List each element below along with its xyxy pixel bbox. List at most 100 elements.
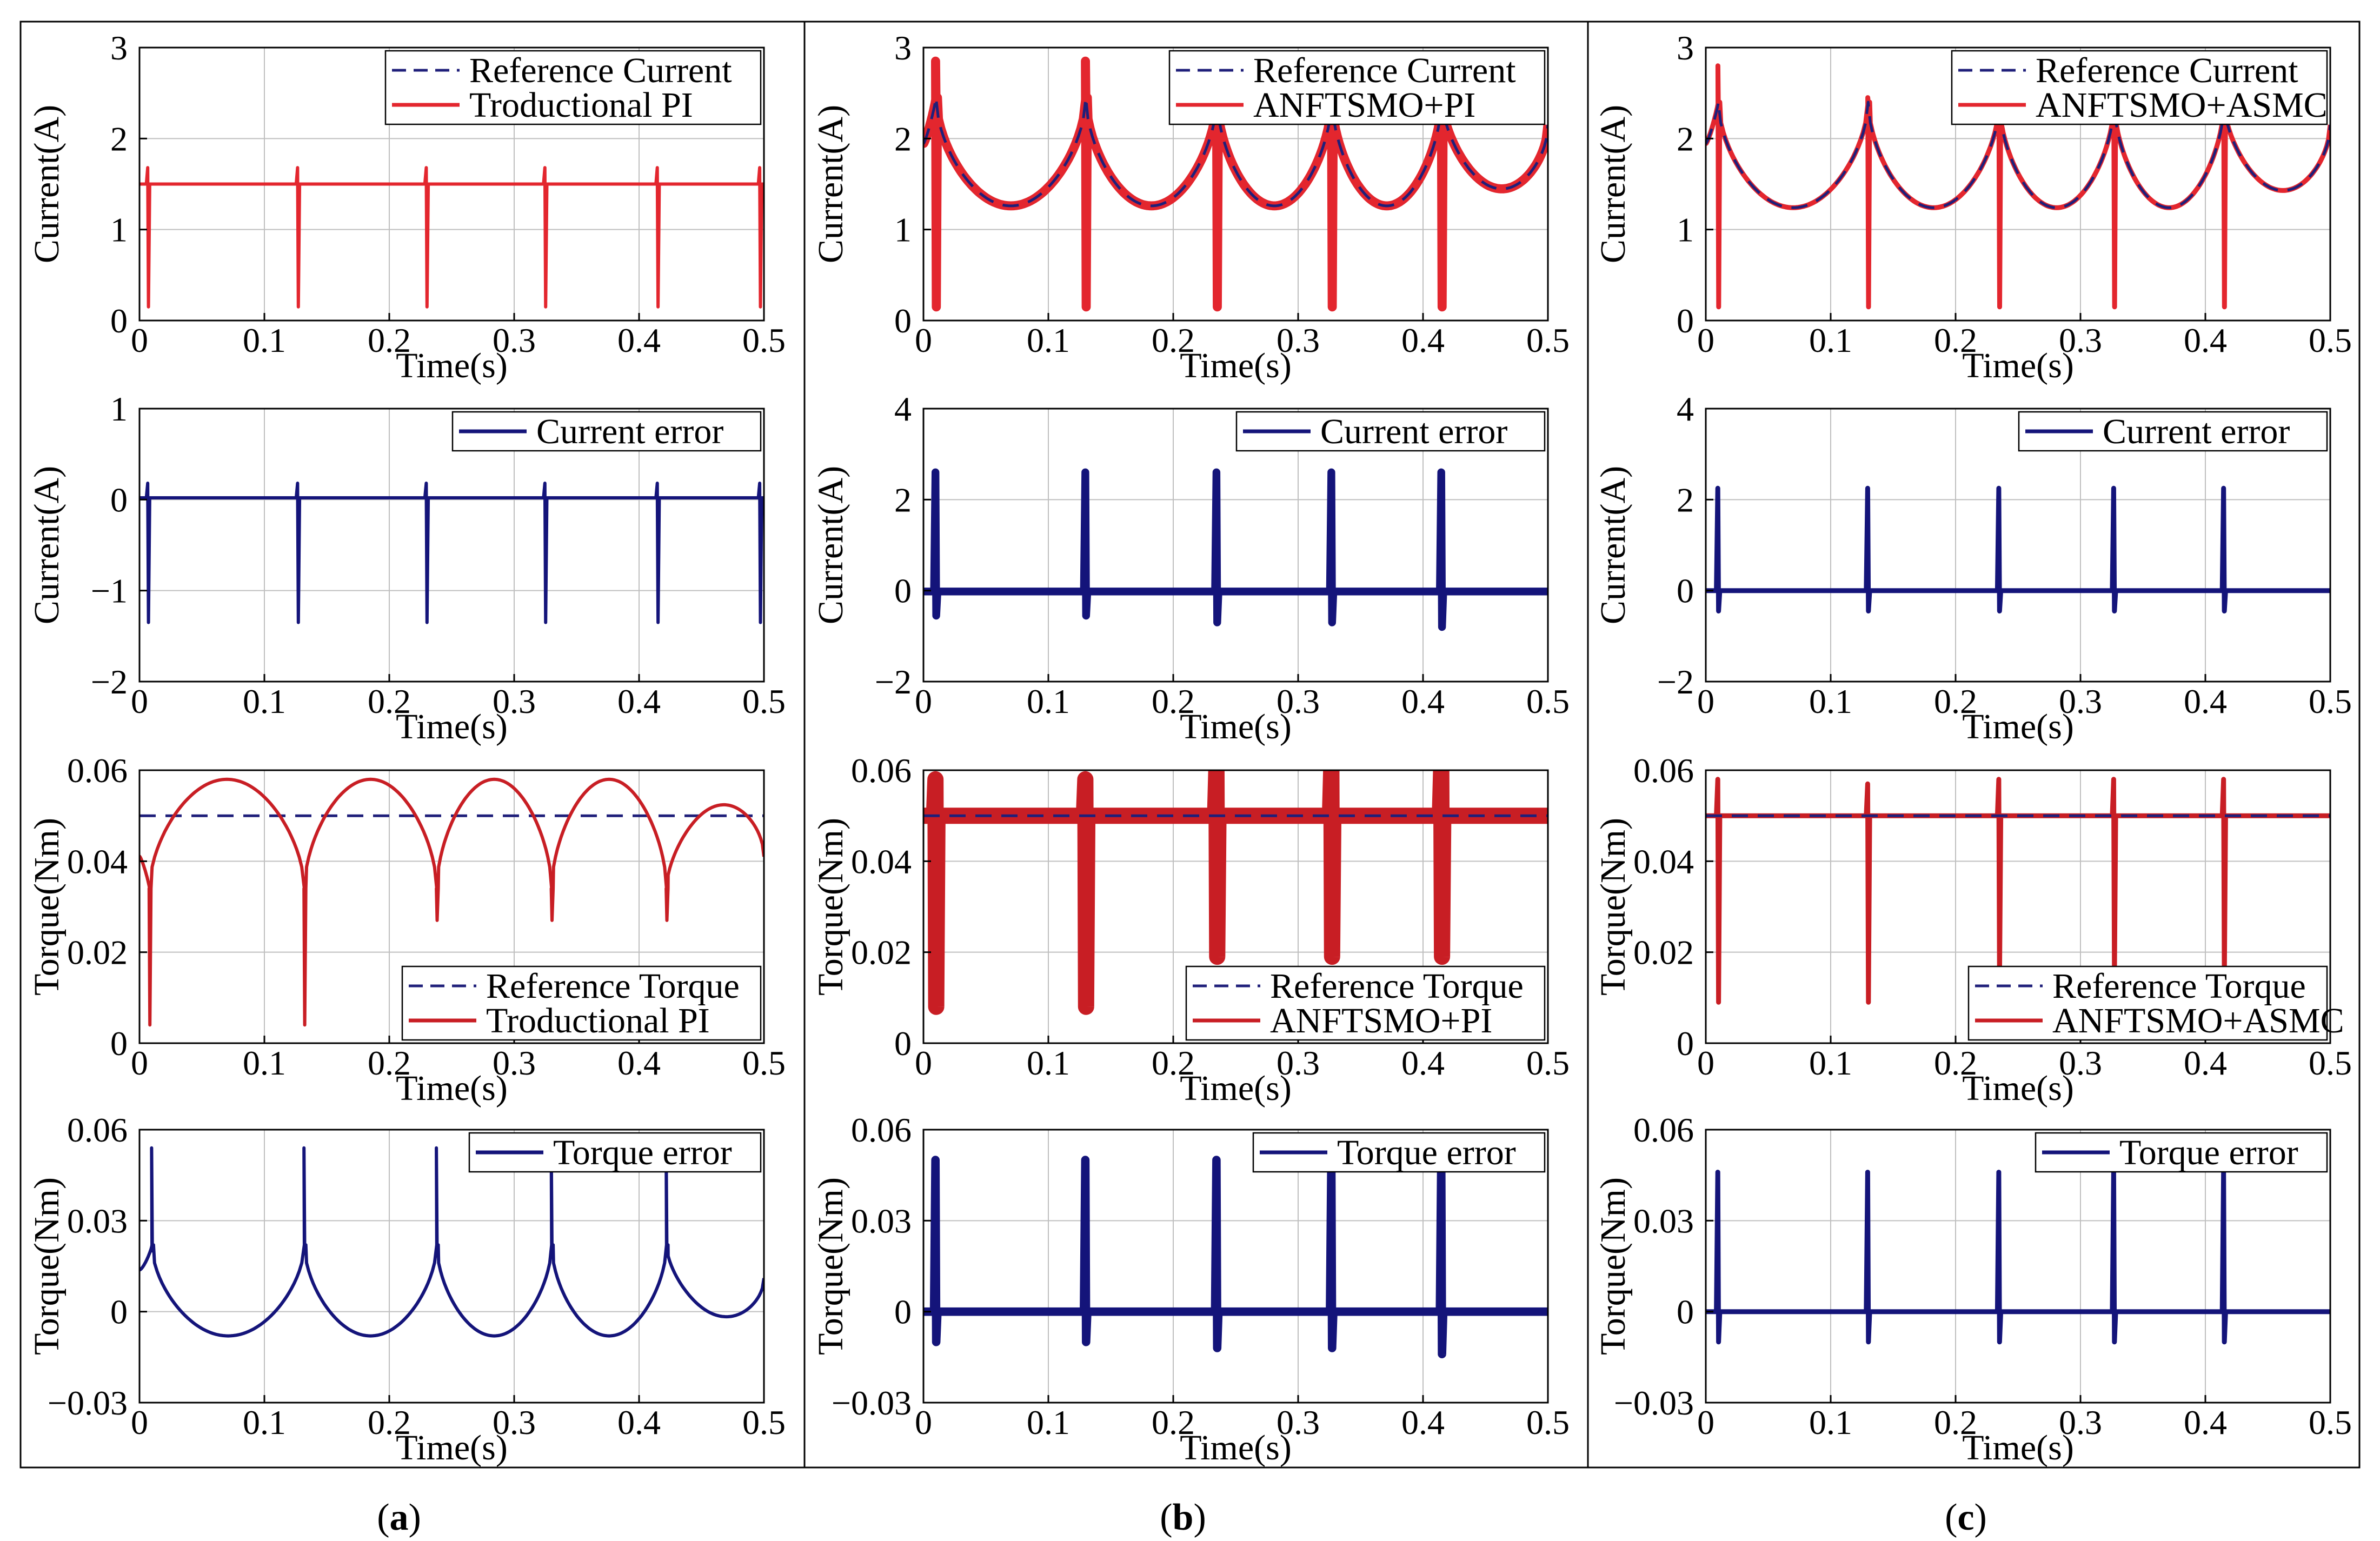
legend-box	[451, 411, 762, 452]
x-axis-label: Time(s)	[1962, 1428, 2074, 1467]
series-group	[1706, 777, 2330, 1005]
x-tick-label: 0.3	[1277, 321, 1320, 359]
subplot-b3: 0 0.1 0.2 0.3 0.4 0.5 0 0.02 0.04 0.06 Time(s) Torq…	[811, 751, 1570, 1108]
y-axis-label: Current(A)	[811, 105, 850, 263]
series-line	[923, 770, 1548, 1015]
y-tick-label: 0	[894, 302, 912, 340]
x-tick-label: 0.3	[1277, 682, 1320, 721]
y-tick-label: 3	[894, 29, 912, 67]
subplots: 0 0.1 0.2 0.3 0.4 0.5 0 1 2 3 Time(s) Current(A) Ref…	[27, 29, 2352, 1467]
x-tick-label: 0.5	[1526, 1044, 1570, 1082]
x-tick-label: 0.1	[1027, 321, 1070, 359]
y-tick-label: −0.03	[48, 1384, 128, 1422]
legend-label: Reference Current	[469, 51, 732, 90]
x-tick-label: 0.2	[368, 1403, 411, 1442]
caption-paren: (	[1160, 1497, 1172, 1538]
subplot-c3: 0 0.1 0.2 0.3 0.4 0.5 0 0.02 0.04 0.06 Time(s) Torq…	[1593, 751, 2352, 1108]
y-tick-label: 1	[110, 211, 128, 249]
x-tick-label: 0.3	[493, 1044, 536, 1082]
axes-box	[922, 46, 1549, 322]
legend-label: Reference Torque	[1270, 966, 1524, 1006]
axes-box	[138, 769, 765, 1044]
x-tick-label: 0.4	[1401, 1044, 1445, 1082]
axes-box	[1705, 46, 2331, 322]
legend-label: Reference Torque	[486, 966, 740, 1006]
panel-frames	[19, 21, 2361, 1469]
y-axis-label: Torque(Nm)	[811, 818, 850, 996]
x-tick-label: 0.1	[243, 321, 286, 359]
y-tick-label: 0	[1677, 1293, 1694, 1331]
legend-box	[384, 50, 762, 125]
x-tick-label: 0.2	[1152, 321, 1195, 359]
x-tick-label: 0.4	[617, 682, 661, 721]
x-axis-label: Time(s)	[1180, 707, 1292, 746]
legend-label: Current error	[1320, 412, 1507, 451]
caption-paren: (	[1945, 1497, 1957, 1538]
series-group	[139, 1146, 764, 1338]
legend-box	[1185, 965, 1546, 1041]
tick-labels: 0 0.1 0.2 0.3 0.4 0.5 0 0.02 0.04 0.06	[67, 751, 786, 1082]
legend-label: ANFTSMO+ASMC	[2052, 1001, 2344, 1040]
x-tick-label: 0.5	[1526, 321, 1570, 359]
y-tick-label: 0.06	[851, 751, 912, 790]
y-tick-label: 0	[1677, 302, 1694, 340]
x-tick-label: 0	[1697, 682, 1714, 721]
legend-label: Current error	[2103, 412, 2290, 451]
y-axis-label: Current(A)	[1593, 466, 1633, 624]
x-tick-label: 0	[1697, 321, 1714, 359]
legend: Torque error	[1252, 1132, 1546, 1173]
x-tick-label: 0.5	[1526, 682, 1570, 721]
x-axis-label: Time(s)	[1962, 1069, 2074, 1108]
y-tick-label: 0	[110, 1293, 128, 1331]
axes-box	[1705, 1129, 2331, 1404]
y-tick-label: 0.06	[1633, 751, 1694, 790]
y-axis-label: Current(A)	[27, 466, 67, 624]
x-tick-label: 0.3	[493, 682, 536, 721]
y-axis-label: Torque(Nm)	[27, 818, 67, 996]
x-tick-label: 0.5	[1526, 1403, 1570, 1442]
x-tick-label: 0	[1697, 1403, 1714, 1442]
x-tick-label: 0.2	[1934, 682, 1977, 721]
y-tick-label: 0	[894, 1024, 912, 1063]
legend-label: Troductional PI	[486, 1001, 710, 1040]
axes-box	[1705, 408, 2331, 683]
x-tick-label: 0	[915, 321, 932, 359]
y-axis-label: Torque(Nm)	[1593, 818, 1633, 996]
legend-label: Reference Current	[2036, 51, 2298, 90]
x-tick-label: 0.2	[1934, 1403, 1977, 1442]
y-tick-label: 0.03	[851, 1202, 912, 1240]
x-tick-label: 0	[131, 321, 148, 359]
tick-labels: 0 0.1 0.2 0.3 0.4 0.5 0 1 2 3	[110, 29, 786, 359]
x-tick-label: 0.3	[1277, 1044, 1320, 1082]
y-tick-label: 0	[1677, 572, 1694, 610]
y-tick-label: −0.03	[832, 1384, 912, 1422]
y-tick-label: 0.04	[1633, 842, 1694, 880]
x-tick-label: 0.5	[742, 1044, 786, 1082]
series-group	[139, 482, 764, 624]
y-tick-label: 0.06	[1633, 1111, 1694, 1149]
y-tick-label: 0.02	[67, 933, 128, 972]
y-tick-label: 0.04	[851, 842, 912, 880]
axes-box	[138, 46, 765, 322]
legend-label: Current error	[536, 412, 723, 451]
tick-labels: 0 0.1 0.2 0.3 0.4 0.5 0 1 2 3	[1677, 29, 2352, 359]
y-tick-label: 0.04	[67, 842, 128, 880]
x-tick-label: 0.3	[2059, 321, 2102, 359]
y-tick-label: 0.06	[67, 1111, 128, 1149]
y-tick-label: 1	[1677, 211, 1694, 249]
axes-box	[922, 408, 1549, 683]
subplot-c2: 0 0.1 0.2 0.3 0.4 0.5−2024Time(s)Current(A)Cu…	[1593, 390, 2352, 746]
y-tick-label: 4	[1677, 390, 1694, 428]
y-tick-label: 2	[110, 119, 128, 158]
y-axis-label: Current(A)	[811, 466, 850, 624]
x-tick-label: 0	[131, 682, 148, 721]
subplot-c1: 0 0.1 0.2 0.3 0.4 0.5 0 1 2 3 Time(s) Current(A) Ref…	[1593, 29, 2352, 385]
x-tick-label: 0.2	[1934, 321, 1977, 359]
x-tick-label: 0.1	[1809, 321, 1852, 359]
series-line	[139, 482, 764, 624]
x-tick-label: 0	[1697, 1044, 1714, 1082]
x-tick-label: 0.4	[617, 321, 661, 359]
x-tick-label: 0.1	[243, 1403, 286, 1442]
